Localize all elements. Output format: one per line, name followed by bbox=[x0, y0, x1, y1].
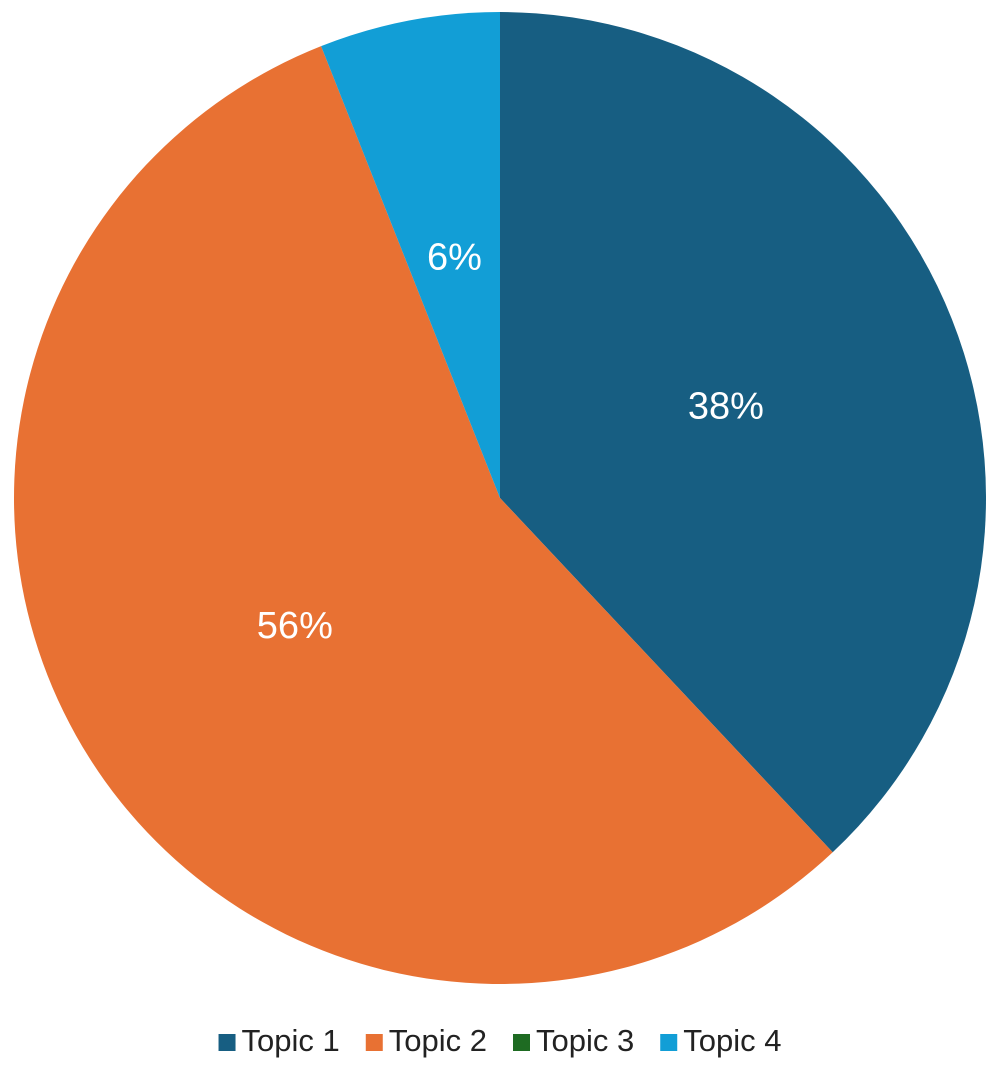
legend-swatch bbox=[218, 1034, 236, 1051]
data-label: 56% bbox=[257, 605, 333, 647]
legend-swatch bbox=[660, 1034, 678, 1051]
pie-slice bbox=[13, 46, 833, 985]
legend-swatch bbox=[513, 1034, 530, 1051]
legend-label: Topic 2 bbox=[389, 1023, 487, 1058]
legend-swatch bbox=[365, 1034, 383, 1051]
legend-label: Topic 3 bbox=[536, 1023, 634, 1058]
legend-label: Topic 1 bbox=[242, 1023, 340, 1058]
data-label: 6% bbox=[427, 236, 482, 278]
legend-label: Topic 4 bbox=[683, 1023, 781, 1058]
data-label: 38% bbox=[688, 386, 764, 428]
pie-slice bbox=[500, 12, 986, 853]
pie-slice bbox=[321, 12, 500, 498]
